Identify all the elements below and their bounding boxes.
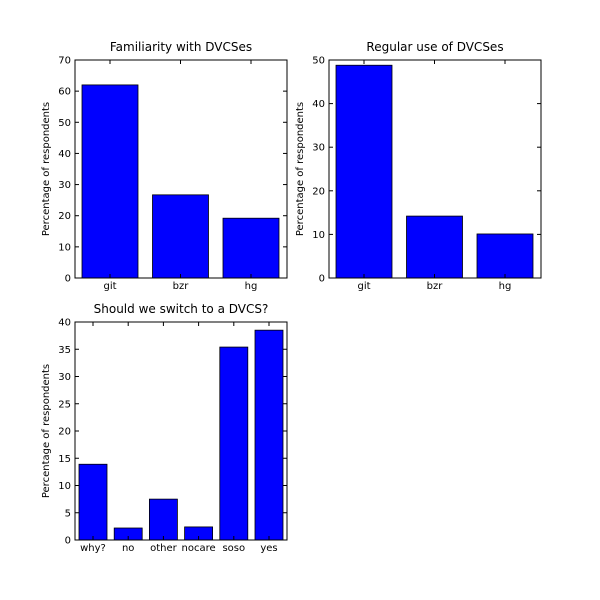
bar-hg bbox=[222, 217, 280, 279]
y-tick-label: 20 bbox=[58, 427, 71, 438]
bar-why bbox=[78, 463, 108, 541]
y-tick-label: 50 bbox=[312, 56, 325, 67]
bar-git bbox=[81, 84, 139, 279]
x-tick-label-no: no bbox=[122, 543, 134, 554]
y-tick-label: 25 bbox=[58, 399, 71, 410]
x-tick-label-hg: hg bbox=[499, 281, 512, 292]
y-tick-label: 40 bbox=[58, 149, 71, 160]
x-tick-label-hg: hg bbox=[245, 281, 258, 292]
bar-hg bbox=[476, 233, 534, 279]
chart-title: Should we switch to a DVCS? bbox=[94, 302, 269, 316]
bar-bzr bbox=[406, 215, 463, 279]
x-tick-label-soso: soso bbox=[222, 543, 245, 554]
x-tick-label-nocare: nocare bbox=[182, 543, 216, 554]
bar-git bbox=[335, 64, 393, 279]
chart-familiarity: Familiarity with DVCSes 0 10 20 30 40 50 60 70 gi… bbox=[41, 40, 288, 292]
y-tick-label: 15 bbox=[58, 454, 71, 465]
y-tick-label: 50 bbox=[58, 118, 71, 129]
x-tick-label-why: why? bbox=[80, 543, 106, 554]
x-tick-label-bzr: bzr bbox=[173, 281, 190, 292]
x-tick-label-git: git bbox=[357, 281, 370, 292]
chart-regular-use: Regular use of DVCSes 0 10 20 30 40 50 git bzr hg… bbox=[295, 40, 542, 292]
y-tick-label: 70 bbox=[58, 56, 71, 67]
y-tick-label: 40 bbox=[58, 318, 71, 329]
y-tick-label: 0 bbox=[65, 274, 71, 285]
y-tick-label: 30 bbox=[312, 143, 325, 154]
x-tick-label-git: git bbox=[103, 281, 116, 292]
y-tick-label: 60 bbox=[58, 87, 71, 98]
y-tick-label: 20 bbox=[312, 186, 325, 197]
y-tick-label: 5 bbox=[65, 508, 71, 519]
y-tick-label: 0 bbox=[65, 536, 71, 547]
bar-soso bbox=[219, 346, 249, 541]
x-tick-label-bzr: bzr bbox=[427, 281, 444, 292]
y-tick-label: 35 bbox=[58, 345, 71, 356]
bar-bzr bbox=[152, 194, 209, 279]
y-tick-label: 10 bbox=[312, 230, 325, 241]
y-tick-label: 0 bbox=[319, 274, 325, 285]
bar-other bbox=[148, 498, 178, 541]
y-tick-label: 40 bbox=[312, 99, 325, 110]
x-tick-label-yes: yes bbox=[260, 543, 277, 554]
y-axis-label: Percentage of respondents bbox=[41, 364, 52, 498]
y-axis-label: Percentage of respondents bbox=[41, 102, 52, 236]
y-tick-label: 30 bbox=[58, 372, 71, 383]
chart-title: Regular use of DVCSes bbox=[366, 40, 503, 54]
y-axis-label: Percentage of respondents bbox=[295, 102, 306, 236]
y-tick-label: 20 bbox=[58, 211, 71, 222]
y-tick-label: 30 bbox=[58, 180, 71, 191]
chart-switch-to-dvcs: Should we switch to a DVCS? 0 5 10 15 20 25 30 3… bbox=[41, 302, 288, 554]
y-tick-label: 10 bbox=[58, 481, 71, 492]
bar-yes bbox=[254, 329, 284, 541]
chart-title: Familiarity with DVCSes bbox=[110, 40, 252, 54]
x-tick-label-other: other bbox=[150, 543, 178, 554]
y-tick-label: 10 bbox=[58, 242, 71, 253]
